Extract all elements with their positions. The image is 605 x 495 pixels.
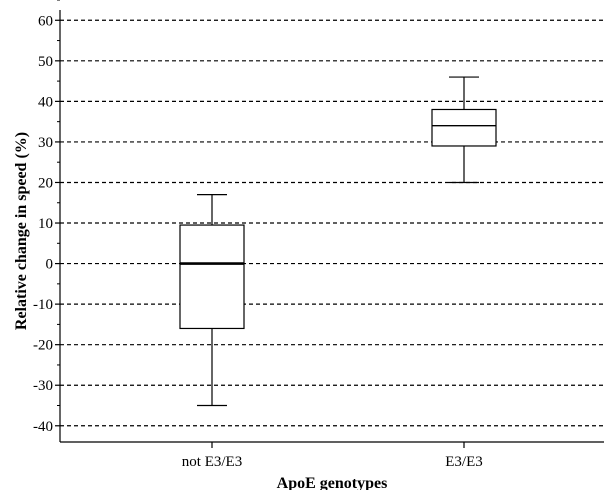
y-tick-label: -40 — [33, 419, 53, 435]
axes — [59, 10, 604, 443]
iqr-box — [179, 224, 245, 330]
box-2 — [431, 76, 497, 184]
x-ticks: not E3/E3 E3/E3 — [182, 442, 483, 470]
box-1 — [179, 194, 245, 407]
y-tick-label: 60 — [38, 13, 53, 29]
iqr-box — [431, 108, 497, 147]
y-tick-label: 40 — [38, 94, 53, 110]
x-tick-label: E3/E3 — [445, 454, 483, 470]
y-tick-label: 10 — [38, 216, 53, 232]
y-tick-label: 20 — [38, 175, 53, 191]
x-axis-title: ApoE genotypes — [277, 475, 388, 490]
y-tick-label: 30 — [38, 135, 53, 151]
x-tick-label: not E3/E3 — [182, 454, 242, 470]
y-tick-label: -20 — [33, 338, 53, 354]
y-ticks: -40 -30 -20 -10 0 10 20 30 40 50 60 — [33, 0, 60, 435]
y-tick-label: -10 — [33, 297, 53, 313]
y-tick-label: -30 — [33, 378, 53, 394]
boxes — [179, 76, 497, 407]
y-tick-label: 50 — [38, 54, 53, 70]
y-tick-label: 0 — [46, 257, 54, 273]
y-axis-title: Relative change in speed (%) — [13, 132, 30, 330]
grid-lines — [60, 19, 604, 427]
